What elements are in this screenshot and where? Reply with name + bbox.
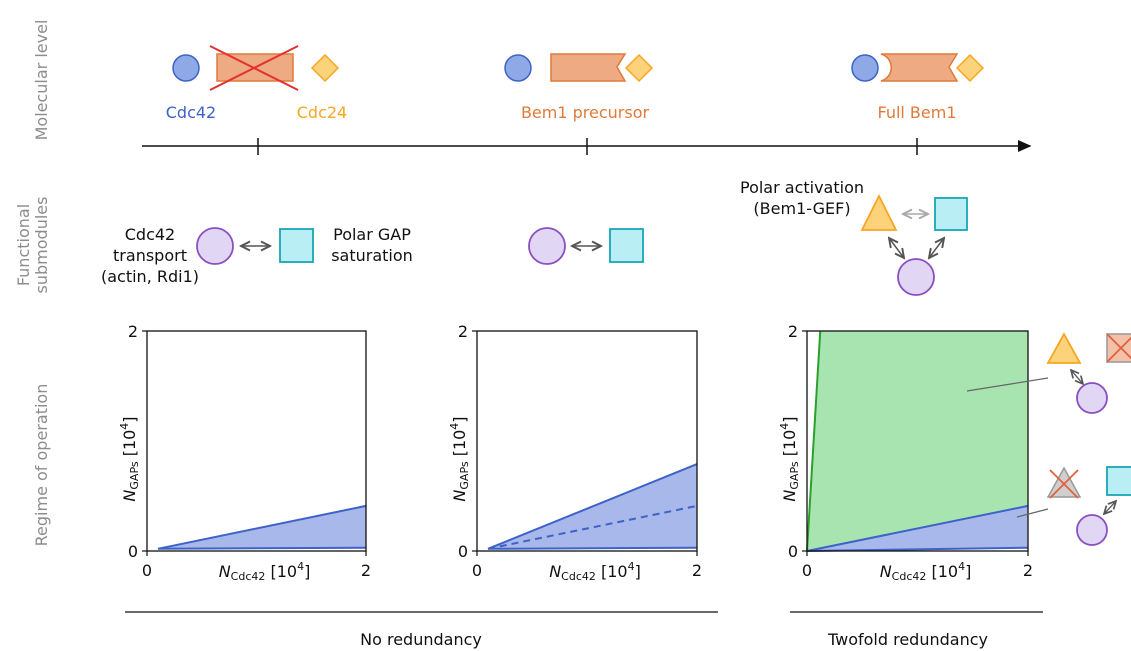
gap-square-icon — [609, 228, 644, 263]
x-axis-label: NCdc42 [104] — [549, 560, 641, 583]
x-tick-label: 2 — [361, 561, 371, 580]
y-axis-label: NGAPs [104] — [778, 416, 801, 501]
stage-2-molecules — [504, 53, 654, 83]
cross-icon — [1049, 469, 1079, 499]
twofold-redundancy-label: Twofold redundancy — [827, 630, 988, 649]
transport-circle-icon — [897, 258, 935, 296]
y-axis-label: NGAPs [104] — [448, 416, 471, 501]
chart-panel: 0 2 0 2 NCdc42 [104] NGAPs [104] — [778, 322, 1033, 583]
polar-triangle-icon-faded — [1046, 466, 1082, 498]
x-axis-label: NCdc42 [104] — [880, 560, 972, 583]
x-tick-label: 0 — [142, 561, 152, 580]
interaction-arrow — [889, 238, 904, 258]
row-label-functional-2: submodules — [32, 197, 51, 294]
cdc24-label: Cdc24 — [297, 103, 347, 122]
green-region-boundary — [806, 330, 822, 552]
y-tick-label: 2 — [128, 322, 138, 341]
full-bem1-label: Full Bem1 — [877, 103, 956, 122]
stage-1-molecules — [172, 45, 340, 91]
transport-circle-icon — [1076, 382, 1108, 414]
interaction-arrow — [1071, 370, 1083, 384]
transport-label-2: transport — [113, 246, 187, 265]
x-tick-label: 2 — [692, 561, 702, 580]
row-label-functional-1: Functional — [14, 204, 33, 286]
blue-region-upper-boundary — [487, 463, 698, 550]
green-region-legend — [966, 332, 1131, 414]
cdc42-circle-icon — [504, 54, 532, 82]
y-tick-label: 2 — [458, 322, 468, 341]
row-label-regime: Regime of operation — [32, 384, 51, 547]
y-tick-label: 0 — [128, 542, 138, 561]
polar-triangle-icon — [860, 193, 898, 231]
polar-triangle-icon — [1046, 332, 1082, 364]
no-redundancy-label: No redundancy — [360, 630, 482, 649]
gap-square-icon — [1106, 466, 1131, 496]
transport-label-3: (actin, Rdi1) — [101, 267, 199, 286]
y-tick-label: 0 — [458, 542, 468, 561]
y-tick-label: 2 — [788, 322, 798, 341]
transport-circle-icon — [1076, 514, 1108, 546]
cross-icon — [209, 45, 299, 91]
pointer-line — [966, 377, 1049, 392]
transport-circle-icon — [196, 227, 234, 265]
blue-region-lower-boundary — [157, 546, 367, 550]
gap-label-1: Polar GAP — [333, 225, 411, 244]
blue-region-upper-boundary — [806, 504, 1029, 552]
stage-3-molecules — [851, 53, 985, 83]
blue-region-upper-boundary — [157, 504, 367, 550]
y-tick-label: 0 — [788, 542, 798, 561]
interaction-arrow — [1104, 501, 1116, 514]
cdc42-label: Cdc42 — [166, 103, 216, 122]
plot-frame — [806, 330, 1029, 552]
x-tick-label: 0 — [472, 561, 482, 580]
cdc24-diamond-icon — [624, 53, 654, 83]
gap-square-icon — [279, 228, 314, 263]
transport-circle-icon — [528, 227, 566, 265]
cdc42-circle-icon — [172, 54, 200, 82]
cdc42-circle-icon — [851, 54, 879, 82]
cdc24-diamond-icon — [310, 53, 340, 83]
polar-label-1: Polar activation — [740, 178, 864, 197]
x-tick-label: 2 — [1023, 561, 1033, 580]
chart-panel: 0 2 0 2 NCdc42 [104] NGAPs [104] — [448, 322, 702, 583]
chart-panel: 0 2 0 2 NCdc42 [104] NGAPs [104] — [118, 322, 371, 583]
row-label-molecular: Molecular level — [32, 20, 51, 141]
plot-frame — [146, 330, 367, 552]
x-tick-label: 0 — [802, 561, 812, 580]
pointer-line — [1016, 508, 1049, 518]
interaction-arrow — [929, 238, 944, 258]
y-axis-label: NGAPs [104] — [118, 416, 141, 501]
regime-charts: 0 2 0 2 NCdc42 [104] NGAPs [104] 0 2 0 2 NCdc42 [1… — [118, 322, 1033, 583]
plot-frame — [476, 330, 698, 552]
x-axis-label: NCdc42 [104] — [219, 560, 311, 583]
polar-label-2: (Bem1-GEF) — [753, 199, 850, 218]
gap-label-2: saturation — [331, 246, 413, 265]
gap-square-icon — [934, 197, 968, 231]
cross-icon — [1106, 336, 1131, 363]
full-bem1-icon — [880, 53, 959, 82]
blue-region-lower-boundary — [487, 546, 698, 550]
green-region-area — [807, 331, 1028, 551]
cdc24-diamond-icon — [955, 53, 985, 83]
blue-region-legend — [1016, 466, 1131, 546]
transport-label-1: Cdc42 — [125, 225, 175, 244]
bem1-precursor-icon — [550, 53, 627, 82]
bem1-precursor-label: Bem1 precursor — [521, 103, 650, 122]
